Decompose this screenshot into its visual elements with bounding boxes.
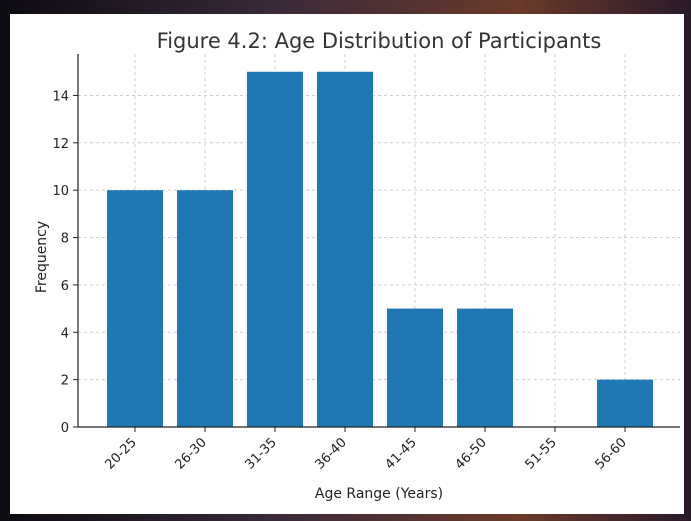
y-axis-label: Frequency (34, 221, 50, 293)
bar-20-25 (107, 190, 163, 427)
x-tick-label: 31-35 (243, 435, 280, 472)
x-tick-labels: 20-25 26-30 31-35 36-40 41-45 46-50 51-55 56-60 (103, 435, 630, 472)
x-axis-label: Age Range (Years) (315, 486, 443, 502)
y-tick-label: 6 (61, 279, 69, 294)
bar-46-50 (457, 308, 513, 427)
x-tick-label: 46-50 (453, 435, 490, 472)
x-tick-label: 36-40 (313, 435, 350, 472)
y-tick-label: 2 (61, 374, 69, 389)
y-tick-label: 0 (61, 421, 69, 436)
x-tick-label: 56-60 (593, 435, 630, 472)
x-tick-label: 51-55 (523, 435, 560, 472)
y-tick-label: 12 (52, 137, 69, 152)
bars (107, 71, 653, 427)
x-tick-label: 41-45 (383, 435, 420, 472)
axes (73, 54, 680, 432)
bar-41-45 (387, 308, 443, 427)
bar-56-60 (597, 379, 653, 427)
x-tick-label: 26-30 (173, 435, 210, 472)
y-tick-label: 4 (61, 326, 69, 341)
bar-36-40 (317, 71, 373, 427)
x-tick-label: 20-25 (103, 435, 140, 472)
bar-26-30 (177, 190, 233, 427)
y-tick-label: 14 (52, 89, 69, 104)
bar-31-35 (247, 71, 303, 427)
grid-lines (78, 54, 680, 428)
y-tick-labels: 0 2 4 6 8 10 12 14 (52, 89, 69, 436)
bar-chart: 0 2 4 6 8 10 12 14 20-25 26-30 31-35 36-40 41-45 46-… (34, 29, 680, 502)
chart-title: Figure 4.2: Age Distribution of Particip… (157, 29, 602, 53)
y-tick-label: 10 (52, 184, 69, 199)
chart-canvas: 0 2 4 6 8 10 12 14 20-25 26-30 31-35 36-40 41-45 46-… (10, 14, 684, 514)
y-tick-label: 8 (61, 232, 69, 247)
